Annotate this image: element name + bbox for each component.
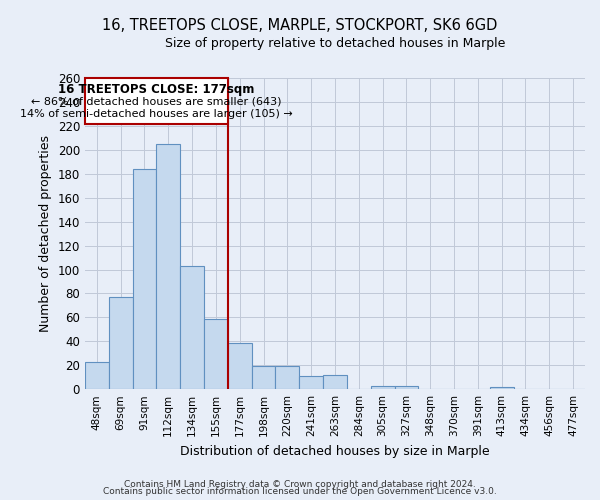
Bar [228,342,251,389]
Bar [490,387,514,389]
Bar [85,362,109,389]
Text: Contains public sector information licensed under the Open Government Licence v3: Contains public sector information licen… [103,487,497,496]
Text: Contains HM Land Registry data © Crown copyright and database right 2024.: Contains HM Land Registry data © Crown c… [124,480,476,489]
X-axis label: Distribution of detached houses by size in Marple: Distribution of detached houses by size … [180,444,490,458]
Bar [109,297,133,389]
Bar [251,366,275,389]
Bar [157,144,180,389]
Bar [275,366,299,389]
Text: 16, TREETOPS CLOSE, MARPLE, STOCKPORT, SK6 6GD: 16, TREETOPS CLOSE, MARPLE, STOCKPORT, S… [103,18,497,32]
Title: Size of property relative to detached houses in Marple: Size of property relative to detached ho… [165,38,505,51]
Bar [299,376,323,389]
FancyBboxPatch shape [85,78,228,124]
Y-axis label: Number of detached properties: Number of detached properties [39,135,52,332]
Bar [180,266,204,389]
Bar [371,386,395,389]
Bar [204,318,228,389]
Bar [395,386,418,389]
Bar [323,375,347,389]
Text: 14% of semi-detached houses are larger (105) →: 14% of semi-detached houses are larger (… [20,109,293,119]
Text: ← 86% of detached houses are smaller (643): ← 86% of detached houses are smaller (64… [31,96,281,106]
Bar [133,169,157,389]
Text: 16 TREETOPS CLOSE: 177sqm: 16 TREETOPS CLOSE: 177sqm [58,83,254,96]
